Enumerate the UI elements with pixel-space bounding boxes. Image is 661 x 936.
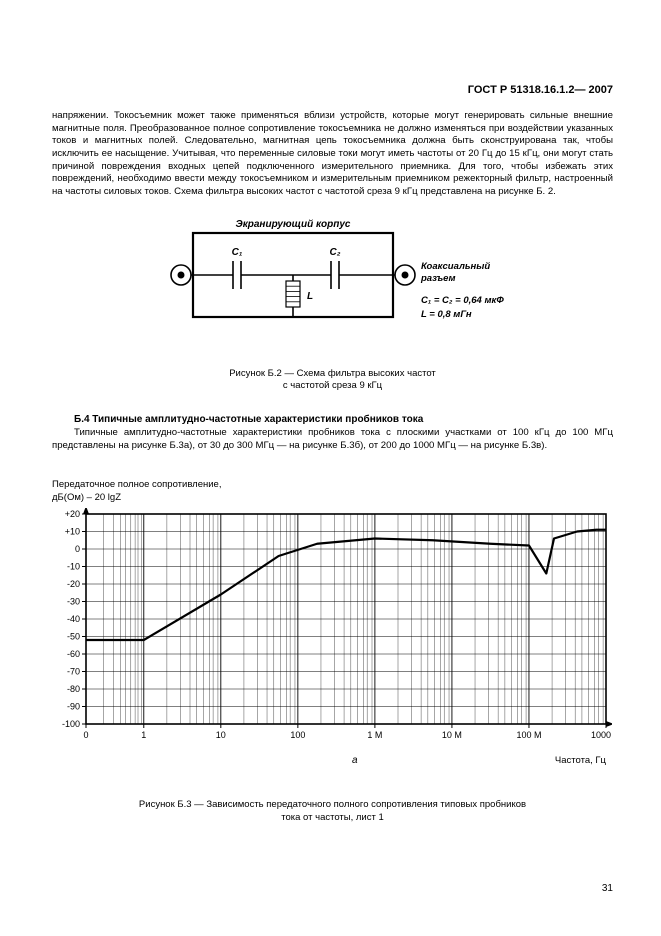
svg-text:0: 0 <box>75 544 80 554</box>
svg-text:100 М: 100 М <box>516 730 541 740</box>
svg-text:C₁ = C₂ = 0,64 мкФ: C₁ = C₂ = 0,64 мкФ <box>421 295 504 306</box>
svg-text:-60: -60 <box>67 649 80 659</box>
chart-y-axis-title: Передаточное полное сопротивление, дБ(Ом… <box>52 479 612 504</box>
svg-text:L: L <box>307 291 313 302</box>
section-b4-title: Б.4 Типичные амплитудно-частотные характ… <box>52 414 613 425</box>
figure-b3-chart: Передаточное полное сопротивление, дБ(Ом… <box>52 479 612 779</box>
svg-text:-100: -100 <box>62 719 80 729</box>
svg-text:L = 0,8 мГн: L = 0,8 мГн <box>421 309 472 320</box>
svg-text:+10: +10 <box>65 526 80 536</box>
chart-y-axis-title-l2: дБ(Ом) – 20 lgZ <box>52 492 121 503</box>
svg-text:10 М: 10 М <box>442 730 462 740</box>
svg-text:разъем: разъем <box>420 273 456 284</box>
svg-text:-30: -30 <box>67 596 80 606</box>
svg-text:C₁: C₁ <box>231 247 242 258</box>
figure-b2-caption: Рисунок Б.2 — Схема фильтра высоких част… <box>52 368 613 393</box>
svg-text:+20: +20 <box>65 509 80 519</box>
paragraph-text: напряжении. Токосъемник может также прим… <box>52 110 613 199</box>
figure-b2-caption-line1: Рисунок Б.2 — Схема фильтра высоких част… <box>229 368 436 379</box>
chart-y-axis-title-l1: Передаточное полное сопротивление, <box>52 479 221 490</box>
svg-text:100: 100 <box>290 730 305 740</box>
svg-text:1 М: 1 М <box>367 730 382 740</box>
document-id: ГОСТ Р 51318.16.1.2— 2007 <box>468 84 613 96</box>
svg-text:-50: -50 <box>67 631 80 641</box>
figure-b3-caption-line2: тока от частоты, лист 1 <box>281 812 384 823</box>
svg-text:1: 1 <box>141 730 146 740</box>
svg-text:-40: -40 <box>67 614 80 624</box>
svg-text:Экранирующий корпус: Экранирующий корпус <box>235 219 350 230</box>
chart-x-axis-title: Частота, Гц <box>52 755 606 766</box>
svg-text:-70: -70 <box>67 666 80 676</box>
svg-text:Коаксиальный: Коаксиальный <box>421 261 490 272</box>
figure-b2-caption-line2: с частотой среза 9 кГц <box>283 380 382 391</box>
figure-b3-caption: Рисунок Б.3 — Зависимость передаточного … <box>52 799 613 824</box>
svg-text:0: 0 <box>83 730 88 740</box>
svg-text:1000 М: 1000 М <box>591 730 612 740</box>
svg-text:10: 10 <box>216 730 226 740</box>
svg-text:-20: -20 <box>67 579 80 589</box>
figure-b3-caption-line1: Рисунок Б.3 — Зависимость передаточного … <box>139 799 526 810</box>
svg-text:C₂: C₂ <box>329 247 340 258</box>
svg-text:-90: -90 <box>67 701 80 711</box>
page-number: 31 <box>602 883 613 894</box>
svg-text:-80: -80 <box>67 684 80 694</box>
figure-b2-circuit: Экранирующий корпус C₁ C₂ L Коаксиальныйразъ… <box>153 213 513 358</box>
svg-text:-10: -10 <box>67 561 80 571</box>
chart-subplot-label: а <box>352 755 358 766</box>
section-b4-text: Типичные амплитудно-частотные характерис… <box>52 427 613 453</box>
